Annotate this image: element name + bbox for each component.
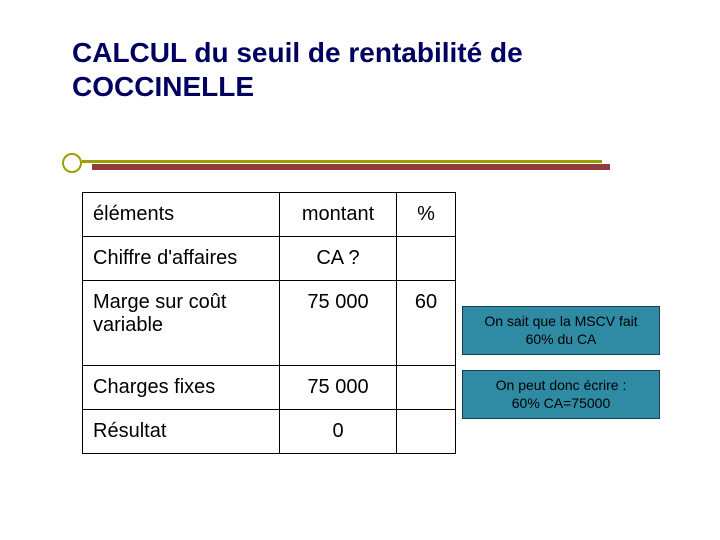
row-pct: 60 xyxy=(397,281,456,366)
note-line: On peut donc écrire : xyxy=(496,377,627,393)
title-line-2: COCCINELLE xyxy=(72,71,254,102)
callout-note-2: On peut donc écrire : 60% CA=75000 xyxy=(462,370,660,419)
table-header-row: éléments montant % xyxy=(83,193,456,237)
note-line: On sait que la MSCV fait xyxy=(484,313,637,329)
title-underline xyxy=(62,138,602,168)
title-line-1: CALCUL du seuil de rentabilité de xyxy=(72,37,523,68)
row-pct xyxy=(397,366,456,410)
table-row: Résultat 0 xyxy=(83,410,456,454)
row-montant: 0 xyxy=(280,410,397,454)
calc-table: éléments montant % Chiffre d'affaires CA… xyxy=(82,192,456,454)
underline-shadow xyxy=(92,164,610,170)
header-montant: montant xyxy=(280,193,397,237)
row-montant: 75 000 xyxy=(280,281,397,366)
row-pct xyxy=(397,410,456,454)
header-elements: éléments xyxy=(83,193,280,237)
row-montant: CA ? xyxy=(280,237,397,281)
row-label: Résultat xyxy=(83,410,280,454)
row-montant: 75 000 xyxy=(280,366,397,410)
slide-title: CALCUL du seuil de rentabilité de COCCIN… xyxy=(72,36,523,103)
header-percent: % xyxy=(397,193,456,237)
callout-note-1: On sait que la MSCV fait 60% du CA xyxy=(462,306,660,355)
row-pct xyxy=(397,237,456,281)
row-label: Marge sur coût variable xyxy=(83,281,280,366)
row-label: Charges fixes xyxy=(83,366,280,410)
underline-bar xyxy=(82,160,602,163)
table-row: Charges fixes 75 000 xyxy=(83,366,456,410)
table-row: Marge sur coût variable 75 000 60 xyxy=(83,281,456,366)
row-label: Chiffre d'affaires xyxy=(83,237,280,281)
note-line: 60% du CA xyxy=(526,331,597,347)
note-line: 60% CA=75000 xyxy=(512,395,610,411)
bullet-icon xyxy=(62,153,82,173)
table-row: Chiffre d'affaires CA ? xyxy=(83,237,456,281)
